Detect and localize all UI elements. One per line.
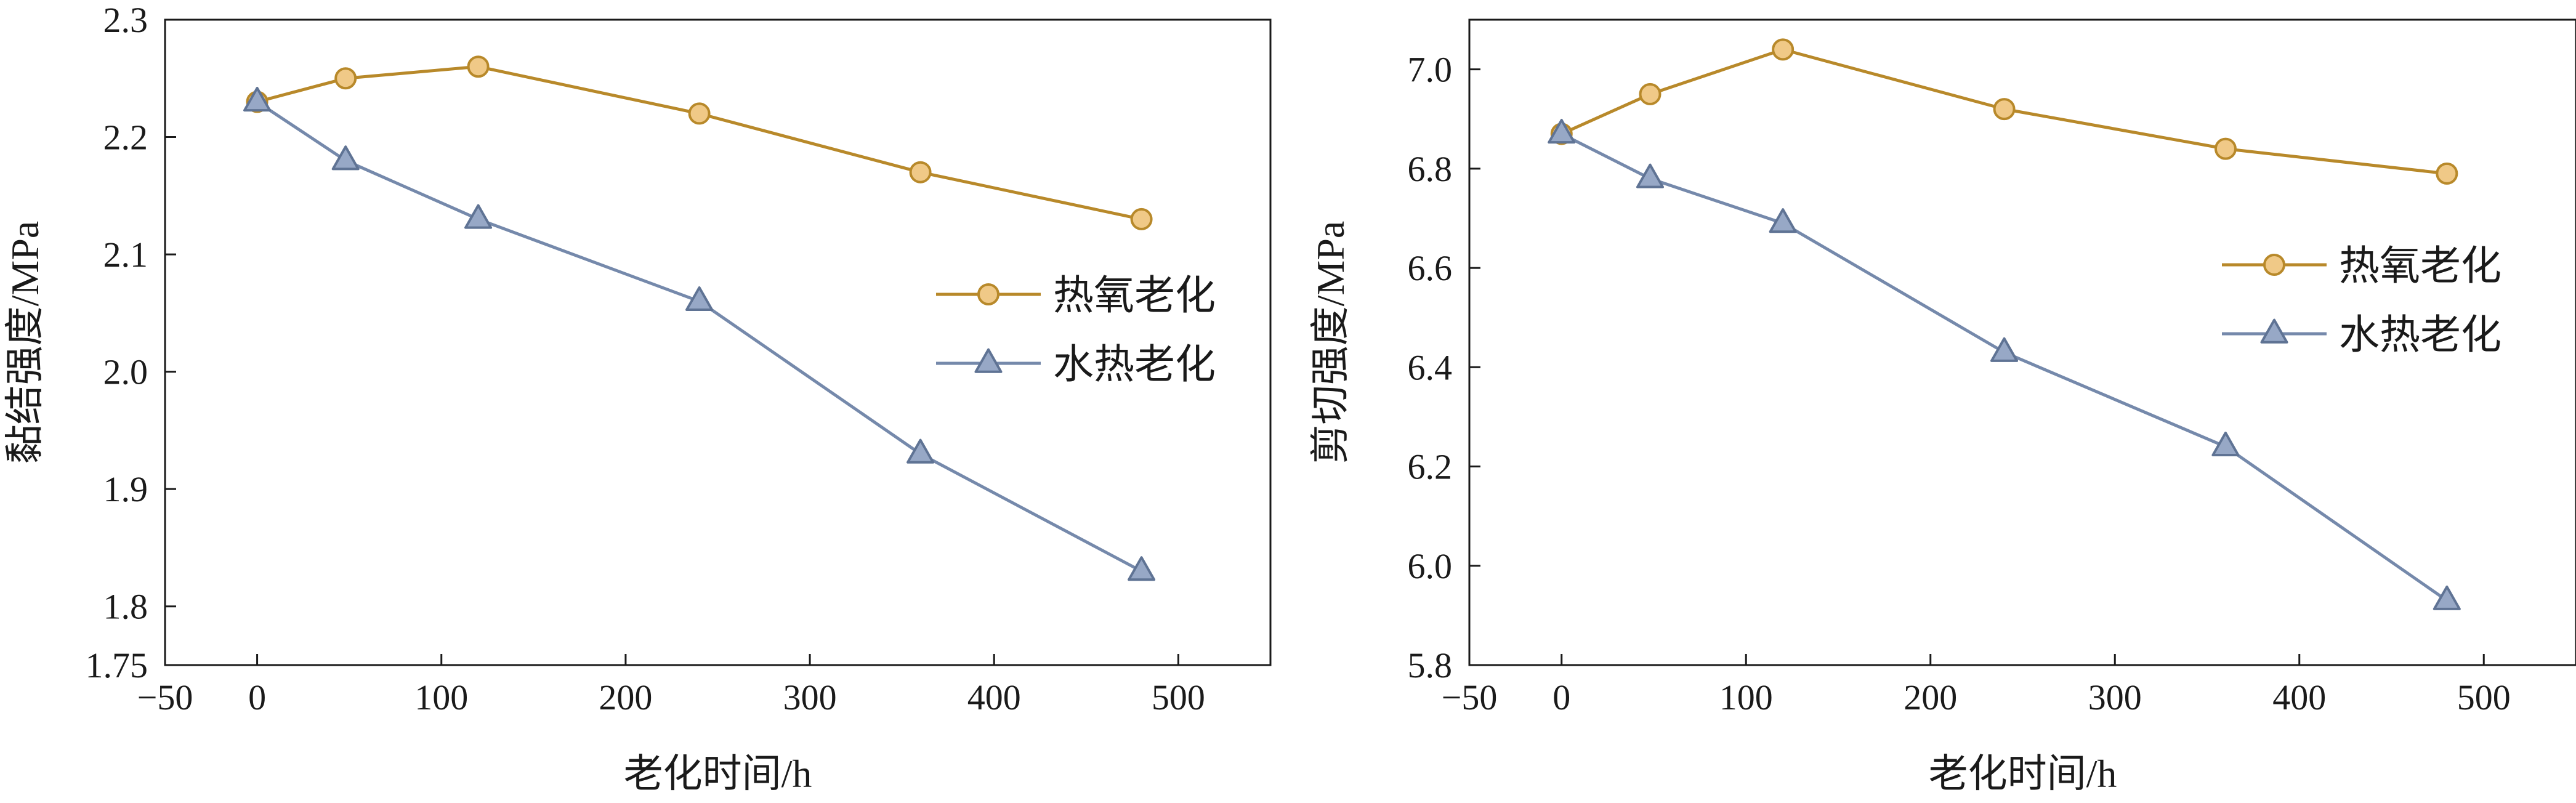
series-line — [1561, 47, 2447, 176]
legend-label: 水热老化 — [1053, 342, 1216, 387]
x-tick-label: −50 — [137, 677, 193, 717]
data-point — [243, 86, 272, 112]
y-tick-label: 2.2 — [103, 118, 148, 158]
data-point — [1548, 119, 1576, 144]
data-point — [2436, 162, 2458, 185]
data-point — [1993, 98, 2016, 121]
series-line — [1561, 132, 2448, 602]
y-tick-label: 1.9 — [103, 469, 148, 509]
series-1 — [246, 55, 1153, 230]
data-point — [331, 145, 360, 171]
series-line — [256, 65, 1142, 221]
y-tick-label: 2.3 — [103, 0, 148, 40]
y-tick-label: 6.4 — [1408, 347, 1453, 387]
data-point — [1639, 83, 1661, 105]
data-point — [2433, 585, 2461, 610]
data-point — [685, 286, 714, 312]
legend-label: 热氧老化 — [2339, 244, 2501, 289]
plot-frame — [164, 18, 1272, 666]
legend-label: 水热老化 — [2339, 313, 2501, 358]
y-axis-title: 黏结强度/MPa — [3, 221, 47, 464]
plot-frame — [1468, 18, 2576, 666]
data-point — [1636, 163, 1665, 188]
legend-marker — [977, 283, 999, 305]
y-tick-label: 1.75 — [86, 645, 148, 685]
series-2 — [1548, 119, 2461, 610]
data-point — [464, 204, 493, 229]
series-1 — [1550, 38, 2458, 185]
y-tick-label: 1.8 — [103, 587, 148, 627]
chart-2: −50 0 100 200 300 400 500 5.8 6.0 6.2 6.4 6.6 6.8 7.0… — [1309, 18, 2576, 796]
data-point — [1990, 337, 2019, 362]
legend-marker — [2263, 254, 2285, 276]
data-point — [2211, 431, 2240, 457]
y-tick-label: 6.6 — [1408, 248, 1453, 288]
series-line — [256, 100, 1142, 573]
y-tick-label: 6.0 — [1408, 546, 1453, 586]
x-tick-label: 200 — [1904, 677, 1957, 717]
data-point — [909, 161, 932, 184]
legend-marker — [974, 348, 1003, 373]
chart-1: −50 0 100 200 300 400 500 1.75 1.8 1.9 2.0 2.1 2.2 2.… — [3, 0, 1272, 796]
data-point — [334, 67, 357, 90]
y-tick-label: 5.8 — [1408, 645, 1453, 685]
data-point — [1130, 208, 1153, 230]
y-tick-label: 6.8 — [1408, 149, 1453, 189]
x-tick-label: −50 — [1442, 677, 1498, 717]
x-tick-label: 500 — [1152, 677, 1205, 717]
data-point — [688, 102, 711, 125]
y-tick-label: 2.0 — [103, 352, 148, 392]
data-point — [2214, 137, 2237, 160]
data-point — [906, 438, 935, 464]
x-tick-label: 400 — [967, 677, 1021, 717]
data-point — [1769, 208, 1797, 233]
x-tick-label: 0 — [1552, 677, 1570, 717]
legend-marker — [2260, 318, 2288, 344]
y-tick-label: 7.0 — [1408, 50, 1453, 90]
data-point — [467, 55, 490, 78]
y-axis-title: 剪切强度/MPa — [1309, 221, 1352, 464]
x-tick-label: 100 — [1719, 677, 1773, 717]
x-tick-label: 200 — [599, 677, 652, 717]
x-tick-label: 0 — [248, 677, 266, 717]
legend-label: 热氧老化 — [1053, 273, 1216, 318]
y-tick-label: 6.2 — [1408, 447, 1453, 487]
x-tick-label: 500 — [2457, 677, 2511, 717]
data-point — [1772, 38, 1795, 61]
x-tick-label: 400 — [2272, 677, 2326, 717]
x-axis-title: 老化时间/h — [1929, 752, 2117, 796]
data-point — [1128, 556, 1156, 581]
y-tick-label: 2.1 — [103, 235, 148, 275]
series-2 — [243, 86, 1156, 581]
x-tick-label: 100 — [414, 677, 468, 717]
x-tick-label: 300 — [2088, 677, 2142, 717]
x-tick-label: 300 — [783, 677, 837, 717]
x-axis-title: 老化时间/h — [624, 752, 812, 796]
